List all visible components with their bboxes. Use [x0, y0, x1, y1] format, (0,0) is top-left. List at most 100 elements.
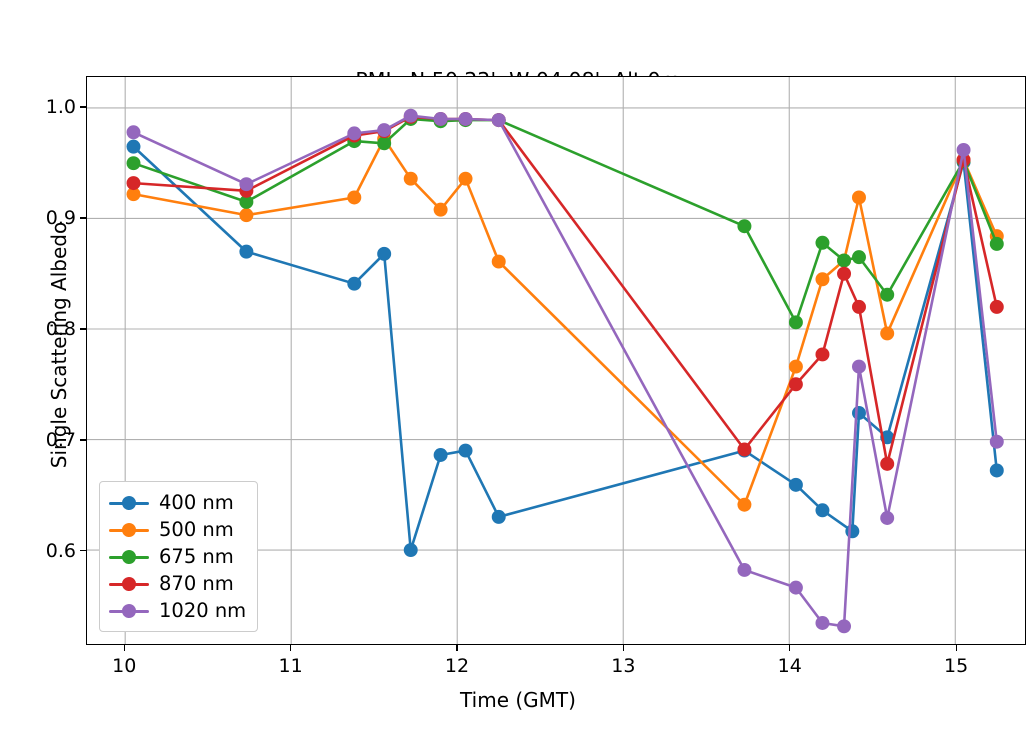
y-tick-mark	[80, 439, 86, 441]
data-point	[737, 219, 752, 234]
legend-label: 1020 nm	[159, 599, 247, 622]
data-point	[347, 190, 362, 205]
data-point	[880, 287, 895, 302]
data-point	[433, 448, 448, 462]
data-point	[433, 202, 448, 217]
y-tick-mark	[80, 217, 86, 219]
data-point	[347, 126, 362, 141]
legend-item-675-nm[interactable]: 675 nm	[109, 543, 246, 570]
legend-item-1020-nm[interactable]: 1020 nm	[109, 597, 246, 624]
data-point	[377, 246, 392, 261]
grid-lines	[87, 77, 1025, 644]
data-point	[845, 524, 860, 539]
data-point	[126, 187, 141, 202]
y-tick-label: 0.8	[45, 317, 76, 340]
data-point	[737, 562, 752, 577]
data-point	[880, 511, 895, 525]
series-line	[132, 145, 999, 552]
data-point	[788, 580, 803, 595]
x-tick-mark	[789, 645, 791, 651]
x-tick-label: 10	[112, 655, 137, 677]
data-point	[989, 463, 1004, 478]
legend-label: 870 nm	[159, 572, 234, 595]
x-tick-mark	[290, 645, 292, 651]
y-tick-mark	[80, 550, 86, 552]
series-line	[132, 115, 999, 466]
data-series-layer	[126, 108, 1004, 634]
data-point	[491, 509, 506, 524]
series-line	[132, 117, 999, 324]
data-point	[403, 543, 418, 558]
series-400-nm	[126, 139, 1004, 558]
x-tick-label: 11	[278, 655, 303, 677]
legend-swatch-icon	[109, 601, 149, 621]
legend-swatch-icon	[109, 547, 149, 567]
series-1020-nm	[126, 108, 1004, 634]
x-tick-label: 13	[611, 655, 636, 677]
series-870-nm	[126, 109, 1004, 471]
series-675-nm	[126, 112, 1004, 330]
data-point	[458, 443, 473, 458]
y-tick-label: 1.0	[45, 96, 76, 119]
data-point	[880, 456, 895, 471]
chart-legend[interactable]: 400 nm 500 nm 675 nm 870 nm 1020 nm	[99, 481, 259, 632]
x-tick-label: 15	[944, 655, 969, 677]
data-point	[491, 113, 506, 128]
y-tick-label: 0.6	[45, 539, 76, 562]
x-tick-mark	[622, 645, 625, 651]
data-point	[491, 254, 506, 269]
data-point	[851, 359, 866, 374]
data-point	[126, 125, 141, 140]
data-point	[788, 359, 803, 374]
legend-marker-dot	[122, 495, 136, 510]
data-point	[377, 123, 392, 138]
x-tick-mark	[955, 645, 957, 651]
data-point	[126, 139, 141, 154]
legend-marker-dot	[122, 549, 136, 564]
legend-label: 500 nm	[159, 518, 234, 541]
data-point	[788, 377, 803, 392]
data-point	[815, 235, 830, 250]
y-tick-label: 0.7	[45, 428, 76, 451]
data-point	[788, 477, 803, 492]
data-point	[737, 442, 752, 457]
data-point	[458, 171, 473, 186]
legend-item-870-nm[interactable]: 870 nm	[109, 570, 246, 597]
legend-item-400-nm[interactable]: 400 nm	[109, 489, 246, 516]
data-point	[239, 244, 254, 259]
data-point	[837, 619, 852, 634]
data-point	[880, 326, 895, 341]
data-point	[239, 194, 254, 209]
y-axis-label: Single Scattering Albedo	[47, 221, 71, 469]
x-tick-label: 12	[444, 655, 470, 677]
legend-swatch-icon	[109, 520, 149, 540]
data-point	[788, 315, 803, 330]
data-point	[837, 253, 852, 268]
data-point	[458, 112, 473, 126]
data-point	[851, 406, 866, 420]
data-point	[851, 250, 866, 265]
y-tick-mark	[80, 328, 86, 330]
data-point	[126, 156, 141, 171]
series-500-nm	[126, 131, 1004, 512]
data-point	[851, 190, 866, 205]
data-point	[239, 208, 254, 223]
data-point	[815, 272, 830, 287]
x-tick-mark	[456, 645, 458, 651]
data-point	[239, 177, 254, 192]
legend-marker-dot	[122, 576, 136, 591]
data-point	[989, 434, 1004, 449]
data-point	[815, 347, 830, 362]
data-point	[815, 503, 830, 518]
series-line	[132, 137, 999, 507]
data-point	[433, 112, 448, 126]
data-point	[851, 299, 866, 314]
data-point	[737, 497, 752, 512]
data-point	[956, 142, 971, 157]
x-tick-mark	[123, 645, 125, 651]
legend-swatch-icon	[109, 493, 149, 513]
legend-swatch-icon	[109, 574, 149, 594]
legend-label: 400 nm	[159, 491, 234, 514]
x-tick-label: 14	[777, 655, 802, 677]
legend-item-500-nm[interactable]: 500 nm	[109, 516, 246, 543]
